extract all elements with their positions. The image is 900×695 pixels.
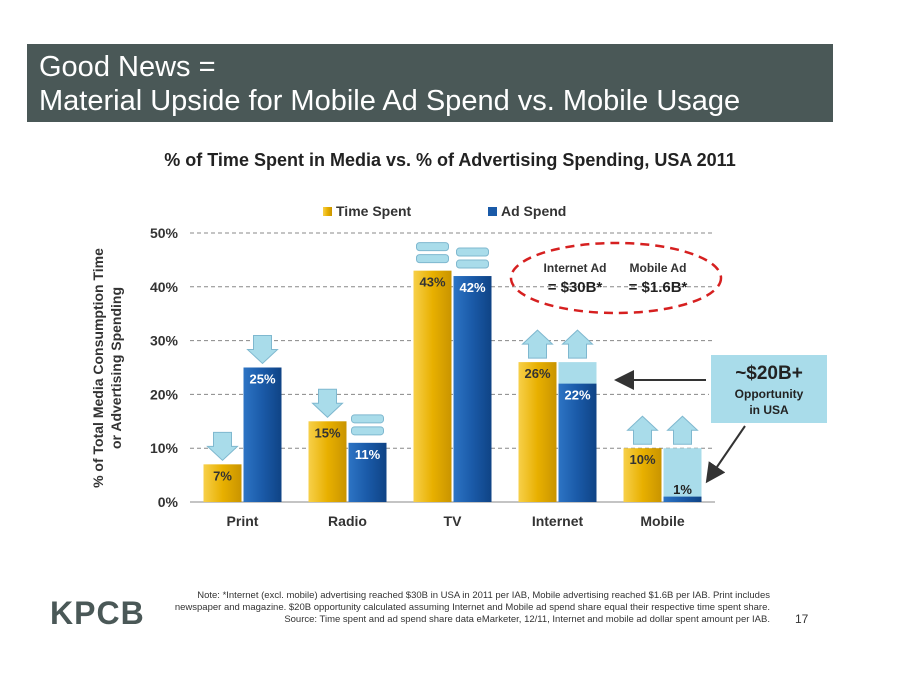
slide-title-line1: Good News = <box>39 51 216 83</box>
legend-label-ad-spend: Ad Spend <box>501 203 566 219</box>
opportunity-line1: Opportunity <box>735 387 804 401</box>
x-category-label: Radio <box>328 513 367 529</box>
ad-dollars-ellipse <box>509 241 723 315</box>
data-label-time-spent: 10% <box>629 452 655 467</box>
legend-swatch-time-spent <box>323 207 332 216</box>
legend-swatch-ad-spend <box>488 207 497 216</box>
opportunity-value: ~$20B+ <box>735 363 803 384</box>
bar-ad-spend <box>348 442 387 502</box>
arrow-time-spent <box>206 431 239 462</box>
footnote: Note: *Internet (excl. mobile) advertisi… <box>174 590 770 625</box>
arrow-time-spent <box>416 242 449 252</box>
arrow-time-spent <box>416 254 449 264</box>
y-tick-label: 30% <box>150 333 179 349</box>
y-axis-title-line2: or Advertising Spending <box>108 287 124 449</box>
bar-time-spent <box>308 421 347 502</box>
data-label-ad-spend: 42% <box>459 280 485 295</box>
data-label-time-spent: 26% <box>524 366 550 381</box>
y-tick-label: 50% <box>150 225 179 241</box>
arrow-ad-spend <box>456 247 489 257</box>
data-label-ad-spend: 22% <box>564 388 590 403</box>
arrow-ad-spend <box>351 414 384 424</box>
slide-title-line2: Material Upside for Mobile Ad Spend vs. … <box>39 85 741 117</box>
y-tick-label: 0% <box>158 494 179 510</box>
opportunity-bar <box>663 448 702 502</box>
bar-time-spent <box>413 270 452 502</box>
data-label-time-spent: 43% <box>419 275 445 290</box>
mobile-ad-value: = $1.6B* <box>629 279 688 296</box>
bar-time-spent <box>623 448 662 502</box>
y-tick-label: 10% <box>150 440 179 456</box>
arrow-time-spent <box>311 388 344 418</box>
bars: 7% 25% 15% 11% 43% 42% 26% 22% 10% 1% <box>203 270 702 502</box>
opportunity-line2: in USA <box>749 403 789 417</box>
bar-ad-spend <box>453 276 492 502</box>
arrow-time-spent <box>626 415 659 445</box>
y-axis-title-line1: % of Total Media Consumption Time <box>90 248 106 488</box>
x-category-label: TV <box>444 513 463 529</box>
internet-ad-value: = $30B* <box>548 279 603 296</box>
y-tick-label: 20% <box>150 386 179 402</box>
change-arrows <box>206 242 699 462</box>
bar-time-spent <box>518 362 557 502</box>
bar-ad-spend <box>243 367 282 502</box>
arrow-time-spent <box>521 329 554 359</box>
data-label-ad-spend: 1% <box>673 482 692 497</box>
x-category-label: Print <box>227 513 259 529</box>
bar-ad-spend <box>558 383 597 502</box>
opportunity-arrow-mobile <box>705 425 746 484</box>
arrow-ad-spend <box>666 415 699 445</box>
page-number: 17 <box>795 612 809 626</box>
chart-title: % of Time Spent in Media vs. % of Advert… <box>164 150 736 170</box>
legend-label-time-spent: Time Spent <box>336 203 412 219</box>
arrow-ad-spend <box>456 259 489 269</box>
bar-ad-spend <box>663 496 702 502</box>
opportunity-callout <box>709 353 829 425</box>
kpcb-logo: KPCB <box>50 595 145 631</box>
x-category-label: Mobile <box>640 513 685 529</box>
bar-time-spent <box>203 464 242 502</box>
data-label-ad-spend: 11% <box>355 447 381 462</box>
x-category-label: Internet <box>532 513 584 529</box>
legend: Time Spent Ad Spend <box>323 203 566 219</box>
data-label-ad-spend: 25% <box>249 372 275 387</box>
data-label-time-spent: 7% <box>213 468 232 483</box>
arrow-ad-spend <box>246 335 279 365</box>
data-label-time-spent: 15% <box>314 425 340 440</box>
x-axis-categories: Print Radio TV Internet Mobile <box>227 513 685 529</box>
mobile-ad-label: Mobile Ad <box>630 261 687 275</box>
internet-ad-label: Internet Ad <box>544 261 607 275</box>
y-tick-label: 40% <box>150 279 179 295</box>
title-bar: Good News = Material Upside for Mobile A… <box>27 44 833 122</box>
arrow-ad-spend <box>561 329 594 359</box>
y-axis-ticks: 0% 10% 20% 30% 40% 50% <box>150 225 179 510</box>
arrow-ad-spend <box>351 426 384 436</box>
